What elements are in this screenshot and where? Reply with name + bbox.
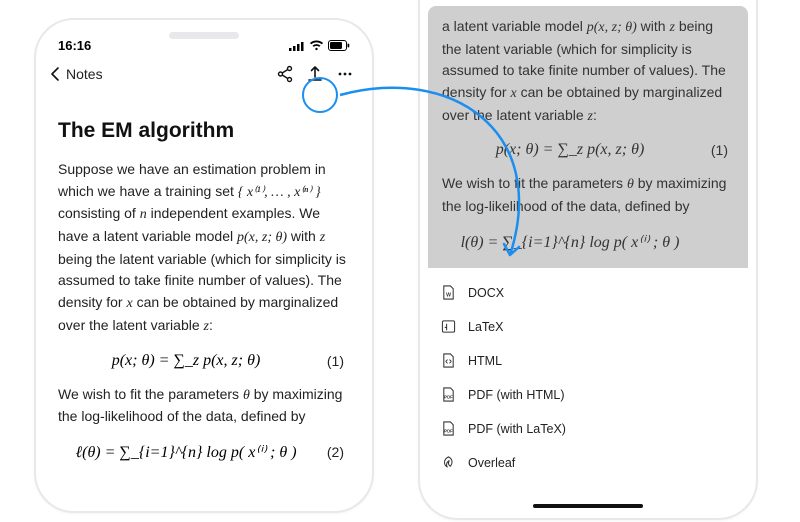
article-p1: Suppose we have an estimation problem in… — [58, 159, 350, 338]
more-button[interactable] — [336, 65, 354, 83]
share-icon — [276, 65, 294, 83]
text: We wish to fit the parameters — [58, 386, 243, 402]
export-item-label: LaTeX — [468, 320, 503, 334]
svg-text:W: W — [446, 293, 451, 299]
export-button[interactable] — [306, 65, 324, 83]
battery-icon — [328, 40, 350, 51]
svg-text:PDF: PDF — [444, 429, 453, 434]
text: : — [209, 317, 213, 333]
preview-eq1-num: (1) — [692, 142, 728, 158]
export-item-label: PDF (with HTML) — [468, 388, 565, 402]
phone-right: a latent variable model p(x, z; θ) with … — [418, 0, 758, 520]
text: with — [287, 228, 320, 244]
latex-icon — [440, 319, 456, 335]
math-inline: p(x, z; θ) — [237, 230, 287, 245]
export-item-label: PDF (with LaTeX) — [468, 422, 566, 436]
export-item-label: DOCX — [468, 286, 504, 300]
export-item-label: Overleaf — [468, 456, 515, 470]
equation-1-row: p(x; θ) = ∑_z p(x, z; θ) (1) — [64, 352, 344, 370]
text: : — [593, 107, 597, 123]
html-icon — [440, 353, 456, 369]
math-inline: θ — [243, 388, 250, 403]
export-html[interactable]: HTML — [438, 344, 738, 378]
nav-actions — [276, 65, 354, 83]
more-icon — [336, 65, 354, 83]
math-inline: p(x, z; θ) — [587, 20, 637, 35]
preview-p2: We wish to fit the parameters θ by maxim… — [442, 173, 734, 217]
phone-notch — [169, 32, 239, 39]
article-content: The EM algorithm Suppose we have an esti… — [36, 93, 372, 462]
export-pdf-latex[interactable]: PDF PDF (with LaTeX) — [438, 412, 738, 446]
status-time: 16:16 — [58, 38, 91, 53]
export-pdf-html[interactable]: PDF PDF (with HTML) — [438, 378, 738, 412]
math-inline: n — [140, 207, 147, 222]
chevron-left-icon — [48, 66, 64, 82]
article-p2: We wish to fit the parameters θ by maxim… — [58, 384, 350, 428]
preview-eq2: l(θ) = ∑_{i=1}^{n} log p( x⁽ⁱ⁾ ; θ ) — [448, 232, 692, 252]
math-inline: θ — [627, 177, 634, 192]
svg-text:PDF: PDF — [444, 395, 453, 400]
export-docx[interactable]: W DOCX — [438, 276, 738, 310]
export-overleaf[interactable]: Overleaf — [438, 446, 738, 480]
phone-left: 16:16 Notes The EM algorithm Suppose w — [34, 18, 374, 513]
back-label: Notes — [66, 66, 103, 82]
equation-2-row: ℓ(θ) = ∑_{i=1}^{n} log p( x⁽ⁱ⁾ ; θ ) (2) — [64, 442, 344, 462]
share-button[interactable] — [276, 65, 294, 83]
pdf-icon: PDF — [440, 421, 456, 437]
status-icons — [289, 40, 350, 51]
export-latex[interactable]: LaTeX — [438, 310, 738, 344]
export-menu: W DOCX LaTeX HTML PDF PDF (with HTML) PDF PDF (… — [420, 268, 756, 480]
equation-2: ℓ(θ) = ∑_{i=1}^{n} log p( x⁽ⁱ⁾ ; θ ) — [64, 442, 308, 462]
export-item-label: HTML — [468, 354, 502, 368]
signal-icon — [289, 41, 305, 51]
text: a latent variable model — [442, 18, 587, 34]
docx-icon: W — [440, 285, 456, 301]
preview-p1: a latent variable model p(x, z; θ) with … — [442, 16, 734, 127]
status-bar: 16:16 — [36, 20, 372, 59]
math-inline: { x⁽¹⁾, … , x⁽ⁿ⁾ } — [238, 185, 321, 200]
text: consisting of — [58, 205, 140, 221]
preview-eq2-row: l(θ) = ∑_{i=1}^{n} log p( x⁽ⁱ⁾ ; θ ) — [448, 232, 728, 252]
article-title: The EM algorithm — [58, 119, 350, 143]
equation-1: p(x; θ) = ∑_z p(x, z; θ) — [64, 352, 308, 370]
home-indicator — [533, 504, 643, 508]
equation-2-num: (2) — [308, 444, 344, 460]
export-icon — [306, 65, 324, 83]
preview-eq1: p(x; θ) = ∑_z p(x, z; θ) — [448, 141, 692, 159]
nav-bar: Notes — [36, 59, 372, 93]
preview-eq1-row: p(x; θ) = ∑_z p(x, z; θ) (1) — [448, 141, 728, 159]
preview-dimmed: a latent variable model p(x, z; θ) with … — [428, 6, 748, 268]
pdf-icon: PDF — [440, 387, 456, 403]
text: with — [637, 18, 670, 34]
text: We wish to fit the parameters — [442, 175, 627, 191]
math-inline: z — [320, 230, 325, 245]
overleaf-icon — [440, 455, 456, 471]
back-button[interactable]: Notes — [48, 66, 103, 82]
equation-1-num: (1) — [308, 353, 344, 369]
wifi-icon — [309, 40, 324, 51]
